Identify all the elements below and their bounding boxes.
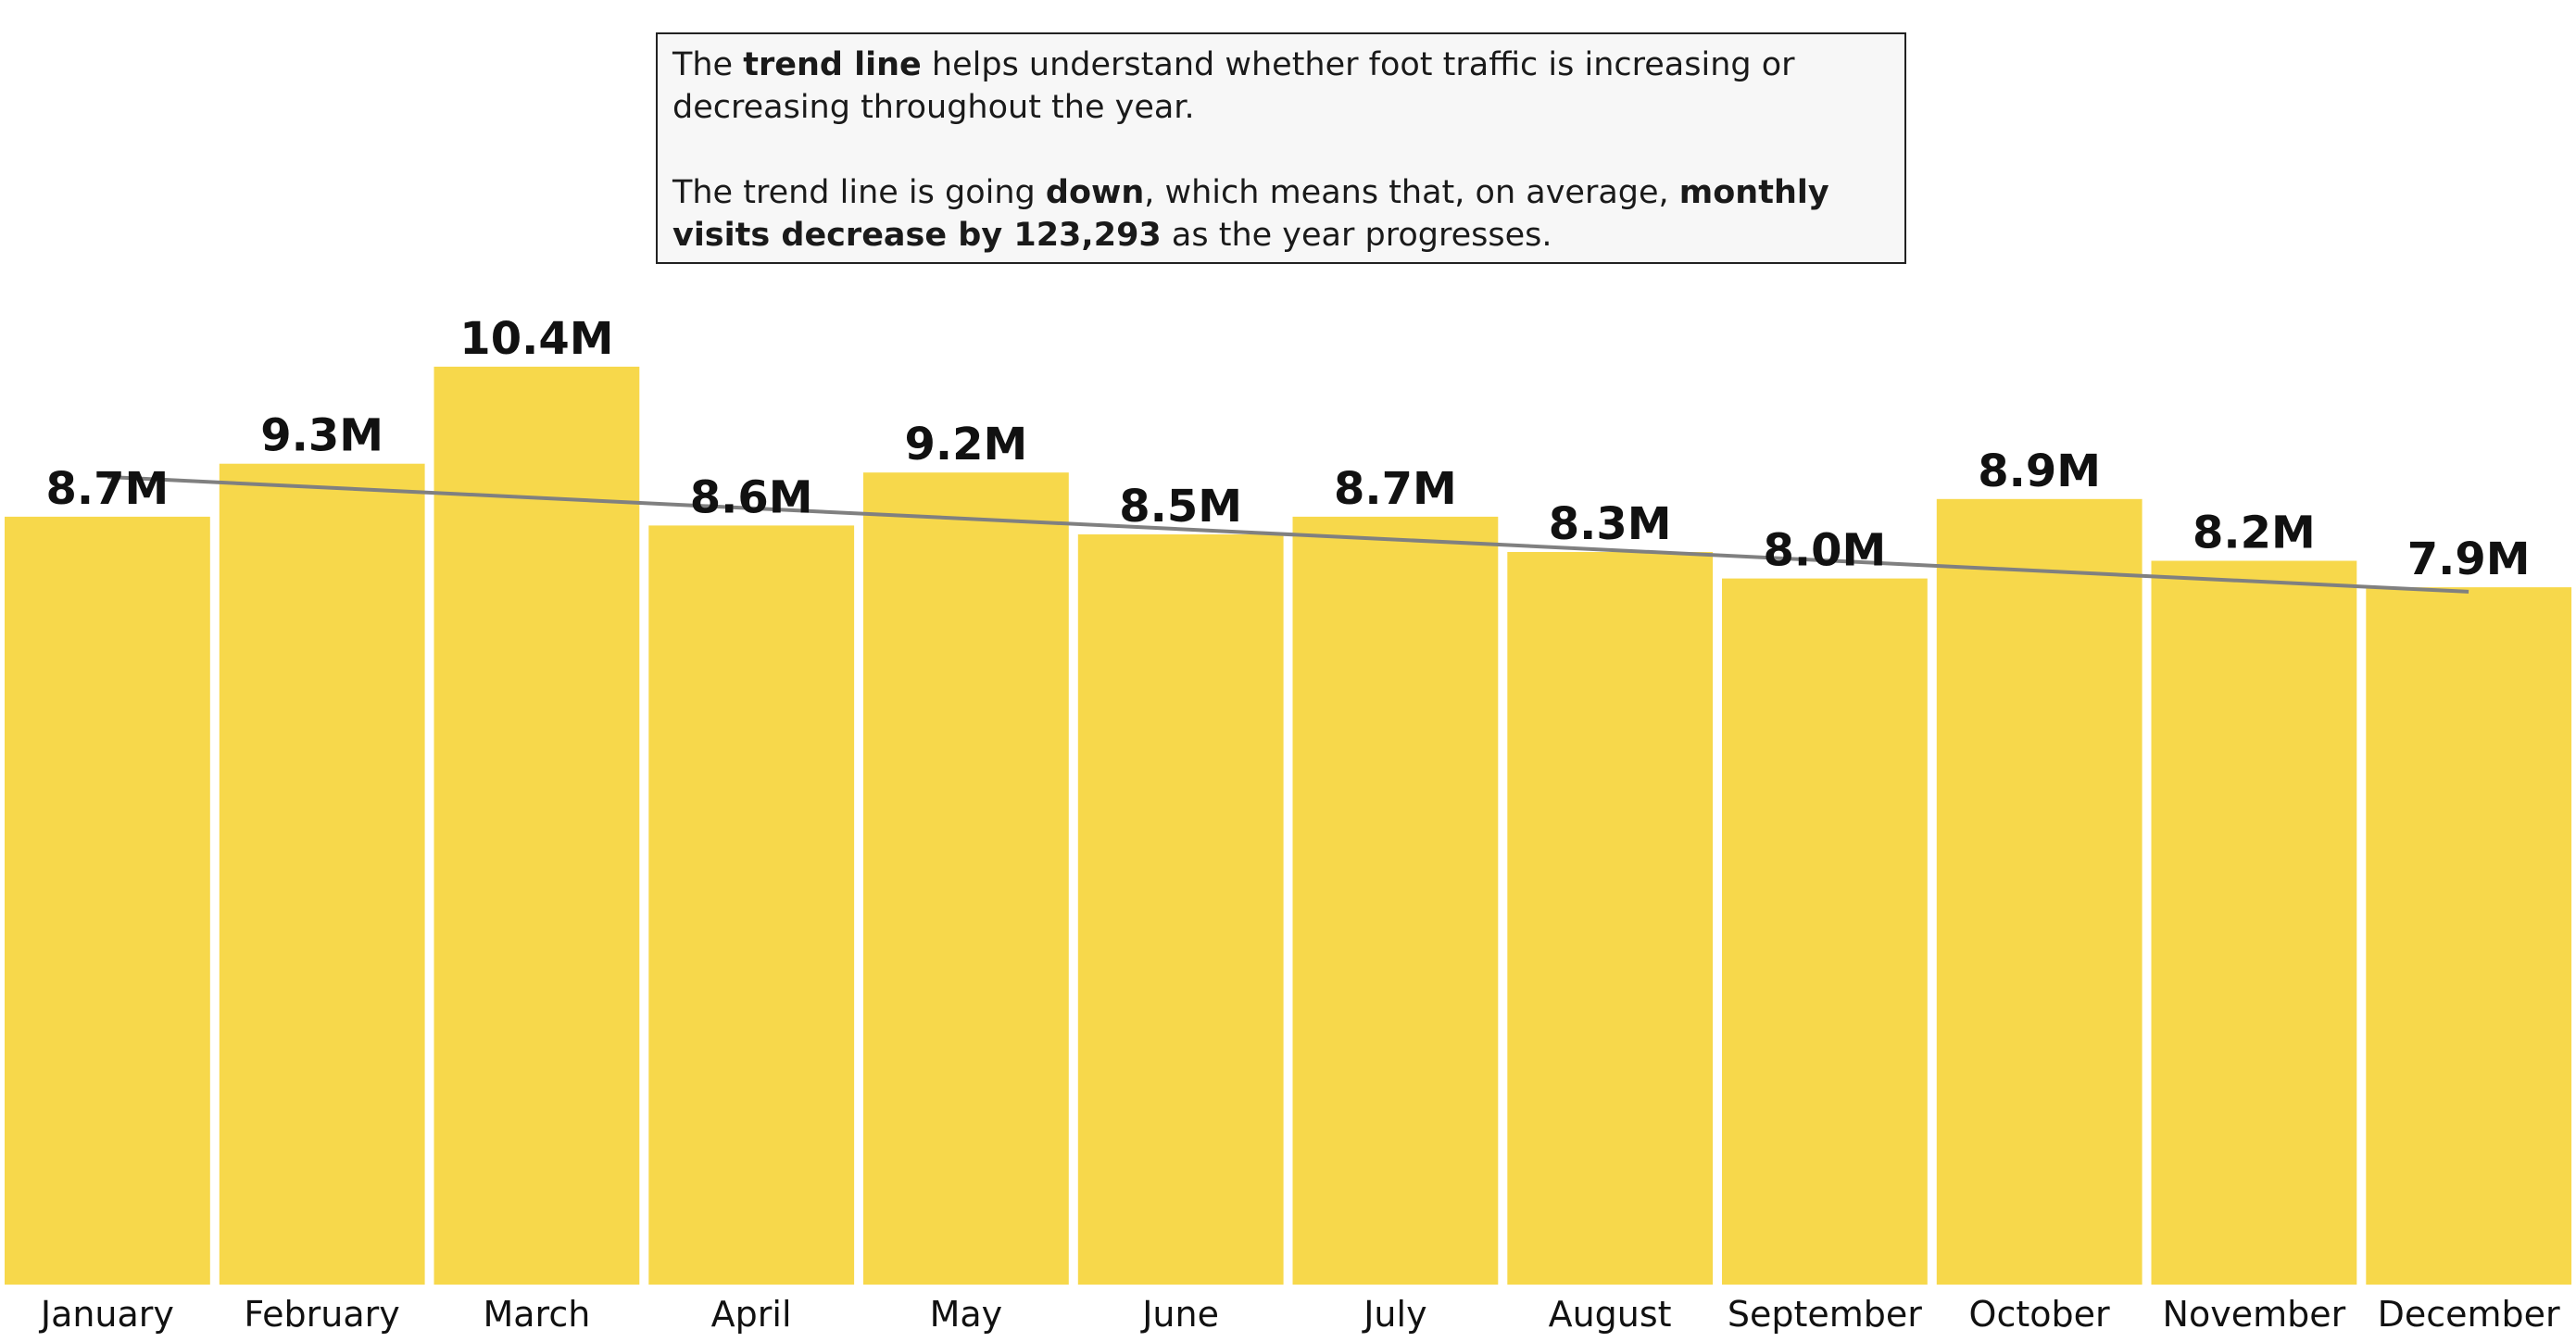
annotation-text: helps understand whether foot traffic is… <box>672 46 1795 126</box>
annotation-text: The trend line is going <box>672 174 1046 211</box>
value-label-december: 7.9M <box>2407 533 2531 585</box>
annotation-box: The trend line helps understand whether … <box>656 32 1906 264</box>
value-label-february: 9.3M <box>260 410 383 462</box>
annotation-emphasis: down <box>1045 174 1145 211</box>
bar-july <box>1292 516 1499 1285</box>
category-label-february: February <box>244 1294 399 1335</box>
annotation-paragraph-1: The trend line helps understand whether … <box>672 44 1890 129</box>
trend-layer <box>107 475 2469 594</box>
value-label-july: 8.7M <box>1334 463 1457 515</box>
category-label-november: November <box>2163 1294 2346 1335</box>
category-label-august: August <box>1549 1294 1672 1335</box>
bar-august <box>1507 552 1714 1285</box>
bars-layer <box>5 366 2572 1285</box>
value-label-october: 8.9M <box>1978 445 2101 497</box>
annotation-text: The <box>672 46 744 83</box>
value-label-june: 8.5M <box>1119 481 1242 533</box>
trend-line <box>107 475 2469 594</box>
value-label-september: 8.0M <box>1764 525 1887 577</box>
bar-november <box>2151 560 2357 1285</box>
value-label-april: 8.6M <box>690 471 813 523</box>
category-label-october: October <box>1969 1294 2110 1335</box>
value-label-may: 9.2M <box>905 419 1028 470</box>
category-label-april: April <box>711 1294 792 1335</box>
value-label-january: 8.7M <box>46 463 170 515</box>
bar-october <box>1936 498 2142 1285</box>
annotation-paragraph-2: The trend line is going down, which mean… <box>672 171 1890 257</box>
category-label-january: January <box>39 1294 174 1335</box>
annotation-text: , which means that, on average, <box>1144 174 1679 211</box>
bar-september <box>1722 578 1928 1285</box>
bar-march <box>434 366 640 1285</box>
category-label-may: May <box>930 1294 1003 1335</box>
category-label-march: March <box>483 1294 590 1335</box>
category-label-september: September <box>1728 1294 1922 1335</box>
annotation-emphasis: trend line <box>743 46 922 83</box>
bar-may <box>863 472 1069 1285</box>
annotation-emphasis: monthly visits decrease by 123,293 <box>672 174 1829 254</box>
bar-june <box>1077 534 1284 1285</box>
category-labels-layer: January February March April May June July Augu… <box>39 1294 2560 1335</box>
bar-february <box>219 463 425 1285</box>
bar-april <box>648 525 855 1285</box>
category-label-july: July <box>1362 1294 1426 1335</box>
value-label-march: 10.4M <box>459 313 613 365</box>
value-label-november: 8.2M <box>2193 508 2316 559</box>
category-label-december: December <box>2378 1294 2560 1335</box>
value-label-august: 8.3M <box>1549 498 1672 550</box>
bar-january <box>5 516 210 1285</box>
annotation-text: as the year progresses. <box>1161 217 1552 254</box>
value-labels-layer: 8.7M 9.3M 10.4M 8.6M 9.2M 8.5M 8.7M 8.3M 8.0M 8.9… <box>46 313 2531 585</box>
category-label-june: June <box>1140 1294 1219 1335</box>
bar-december <box>2366 587 2572 1285</box>
